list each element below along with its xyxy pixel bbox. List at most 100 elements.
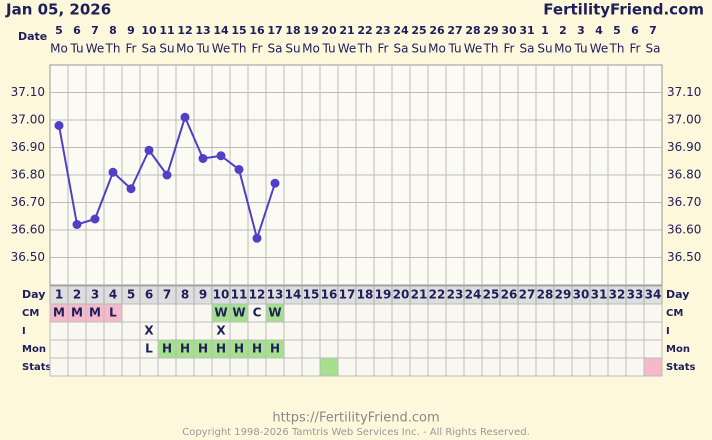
table-cell [607, 321, 627, 341]
weekday: Mo [50, 42, 68, 56]
weekday: We [212, 42, 231, 56]
table-cell [337, 339, 357, 359]
table-cell [481, 357, 501, 377]
date-number: 11 [159, 24, 174, 37]
cell-text: W [268, 306, 281, 320]
table-cell [157, 321, 177, 341]
table-cell [553, 303, 573, 323]
temperature-point [162, 170, 172, 180]
table-cell [409, 303, 429, 323]
weekday: Mo [302, 42, 320, 56]
table-cell [409, 357, 429, 377]
table-cell [481, 303, 501, 323]
date-number: 15 [231, 24, 246, 37]
table-cell [103, 357, 123, 377]
table-cell [373, 357, 393, 377]
table-cell [571, 339, 591, 359]
weekday: Fr [630, 42, 641, 56]
cell-text: M [71, 306, 83, 320]
y-tick-label: 36.80 [11, 168, 45, 182]
weekday: Th [231, 42, 247, 56]
date-number: 6 [631, 24, 639, 37]
table-cell [211, 357, 231, 377]
chart-date: Jan 05, 2026 [5, 1, 111, 19]
table-cell [85, 339, 105, 359]
table-cell [535, 339, 555, 359]
weekday: Th [105, 42, 121, 56]
table-cell [193, 321, 213, 341]
weekday: We [464, 42, 483, 56]
table-cell [499, 321, 519, 341]
row-label-right: I [666, 326, 670, 337]
date-number: 20 [321, 24, 337, 37]
day-number: 28 [537, 288, 554, 302]
y-tick-label: 37.00 [11, 113, 45, 127]
day-number: 24 [465, 288, 482, 302]
temperature-point [108, 167, 118, 177]
weekday: Tu [573, 42, 587, 56]
table-cell [463, 357, 483, 377]
weekday: Th [483, 42, 499, 56]
day-number: 34 [645, 288, 662, 302]
temperature-point [54, 121, 64, 130]
table-cell [67, 357, 87, 377]
date-number: 1 [541, 24, 549, 37]
cell-text: L [145, 342, 153, 356]
day-number: 31 [591, 288, 608, 302]
table-cell [373, 303, 393, 323]
table-cell [265, 357, 285, 377]
table-cell [625, 321, 645, 341]
day-number: 18 [357, 288, 374, 302]
table-cell [337, 357, 357, 377]
date-number: 25 [411, 24, 426, 37]
table-cell [85, 357, 105, 377]
table-cell [265, 321, 285, 341]
table-cell [463, 303, 483, 323]
row-label: Day [22, 288, 45, 301]
footer-copyright: Copyright 1998-2026 Tamtris Web Services… [182, 427, 530, 438]
date-number: 29 [483, 24, 498, 37]
weekday: Tu [321, 42, 335, 56]
day-number: 5 [127, 288, 135, 302]
table-cell [535, 303, 555, 323]
table-cell [607, 303, 627, 323]
date-number: 7 [649, 24, 657, 37]
day-number: 33 [627, 288, 644, 302]
day-number: 13 [267, 288, 284, 302]
table-cell [319, 339, 339, 359]
table-cell [49, 357, 69, 377]
y-tick-label: 37.10 [11, 85, 45, 99]
table-cell [355, 339, 375, 359]
weekday: Tu [447, 42, 461, 56]
temperature-point [198, 154, 208, 163]
date-number: 17 [267, 24, 282, 37]
weekday: Su [411, 42, 426, 56]
date-number: 16 [249, 24, 265, 37]
row-label-right: Stats [666, 362, 696, 373]
day-number: 15 [303, 288, 320, 302]
temperature-point [252, 233, 262, 243]
date-number: 5 [613, 24, 621, 37]
table-cell [355, 357, 375, 377]
table-cell [67, 339, 87, 359]
day-number: 4 [109, 288, 117, 302]
weekday: Tu [69, 42, 83, 56]
table-cell [607, 339, 627, 359]
table-cell [409, 339, 429, 359]
table-cell [643, 339, 663, 359]
date-number: 28 [465, 24, 480, 37]
cell-text: H [198, 342, 208, 356]
table-cell [445, 321, 465, 341]
y-tick-label: 36.60 [11, 223, 45, 237]
date-number: 12 [177, 24, 192, 37]
cell-text: M [53, 306, 65, 320]
table-cell [247, 321, 267, 341]
table-cell [247, 357, 267, 377]
cell-text: W [214, 306, 227, 320]
date-number: 7 [91, 24, 99, 37]
table-cell [463, 321, 483, 341]
table-cell [427, 357, 447, 377]
table-cell [571, 357, 591, 377]
cell-text: C [253, 306, 262, 320]
table-cell [625, 357, 645, 377]
